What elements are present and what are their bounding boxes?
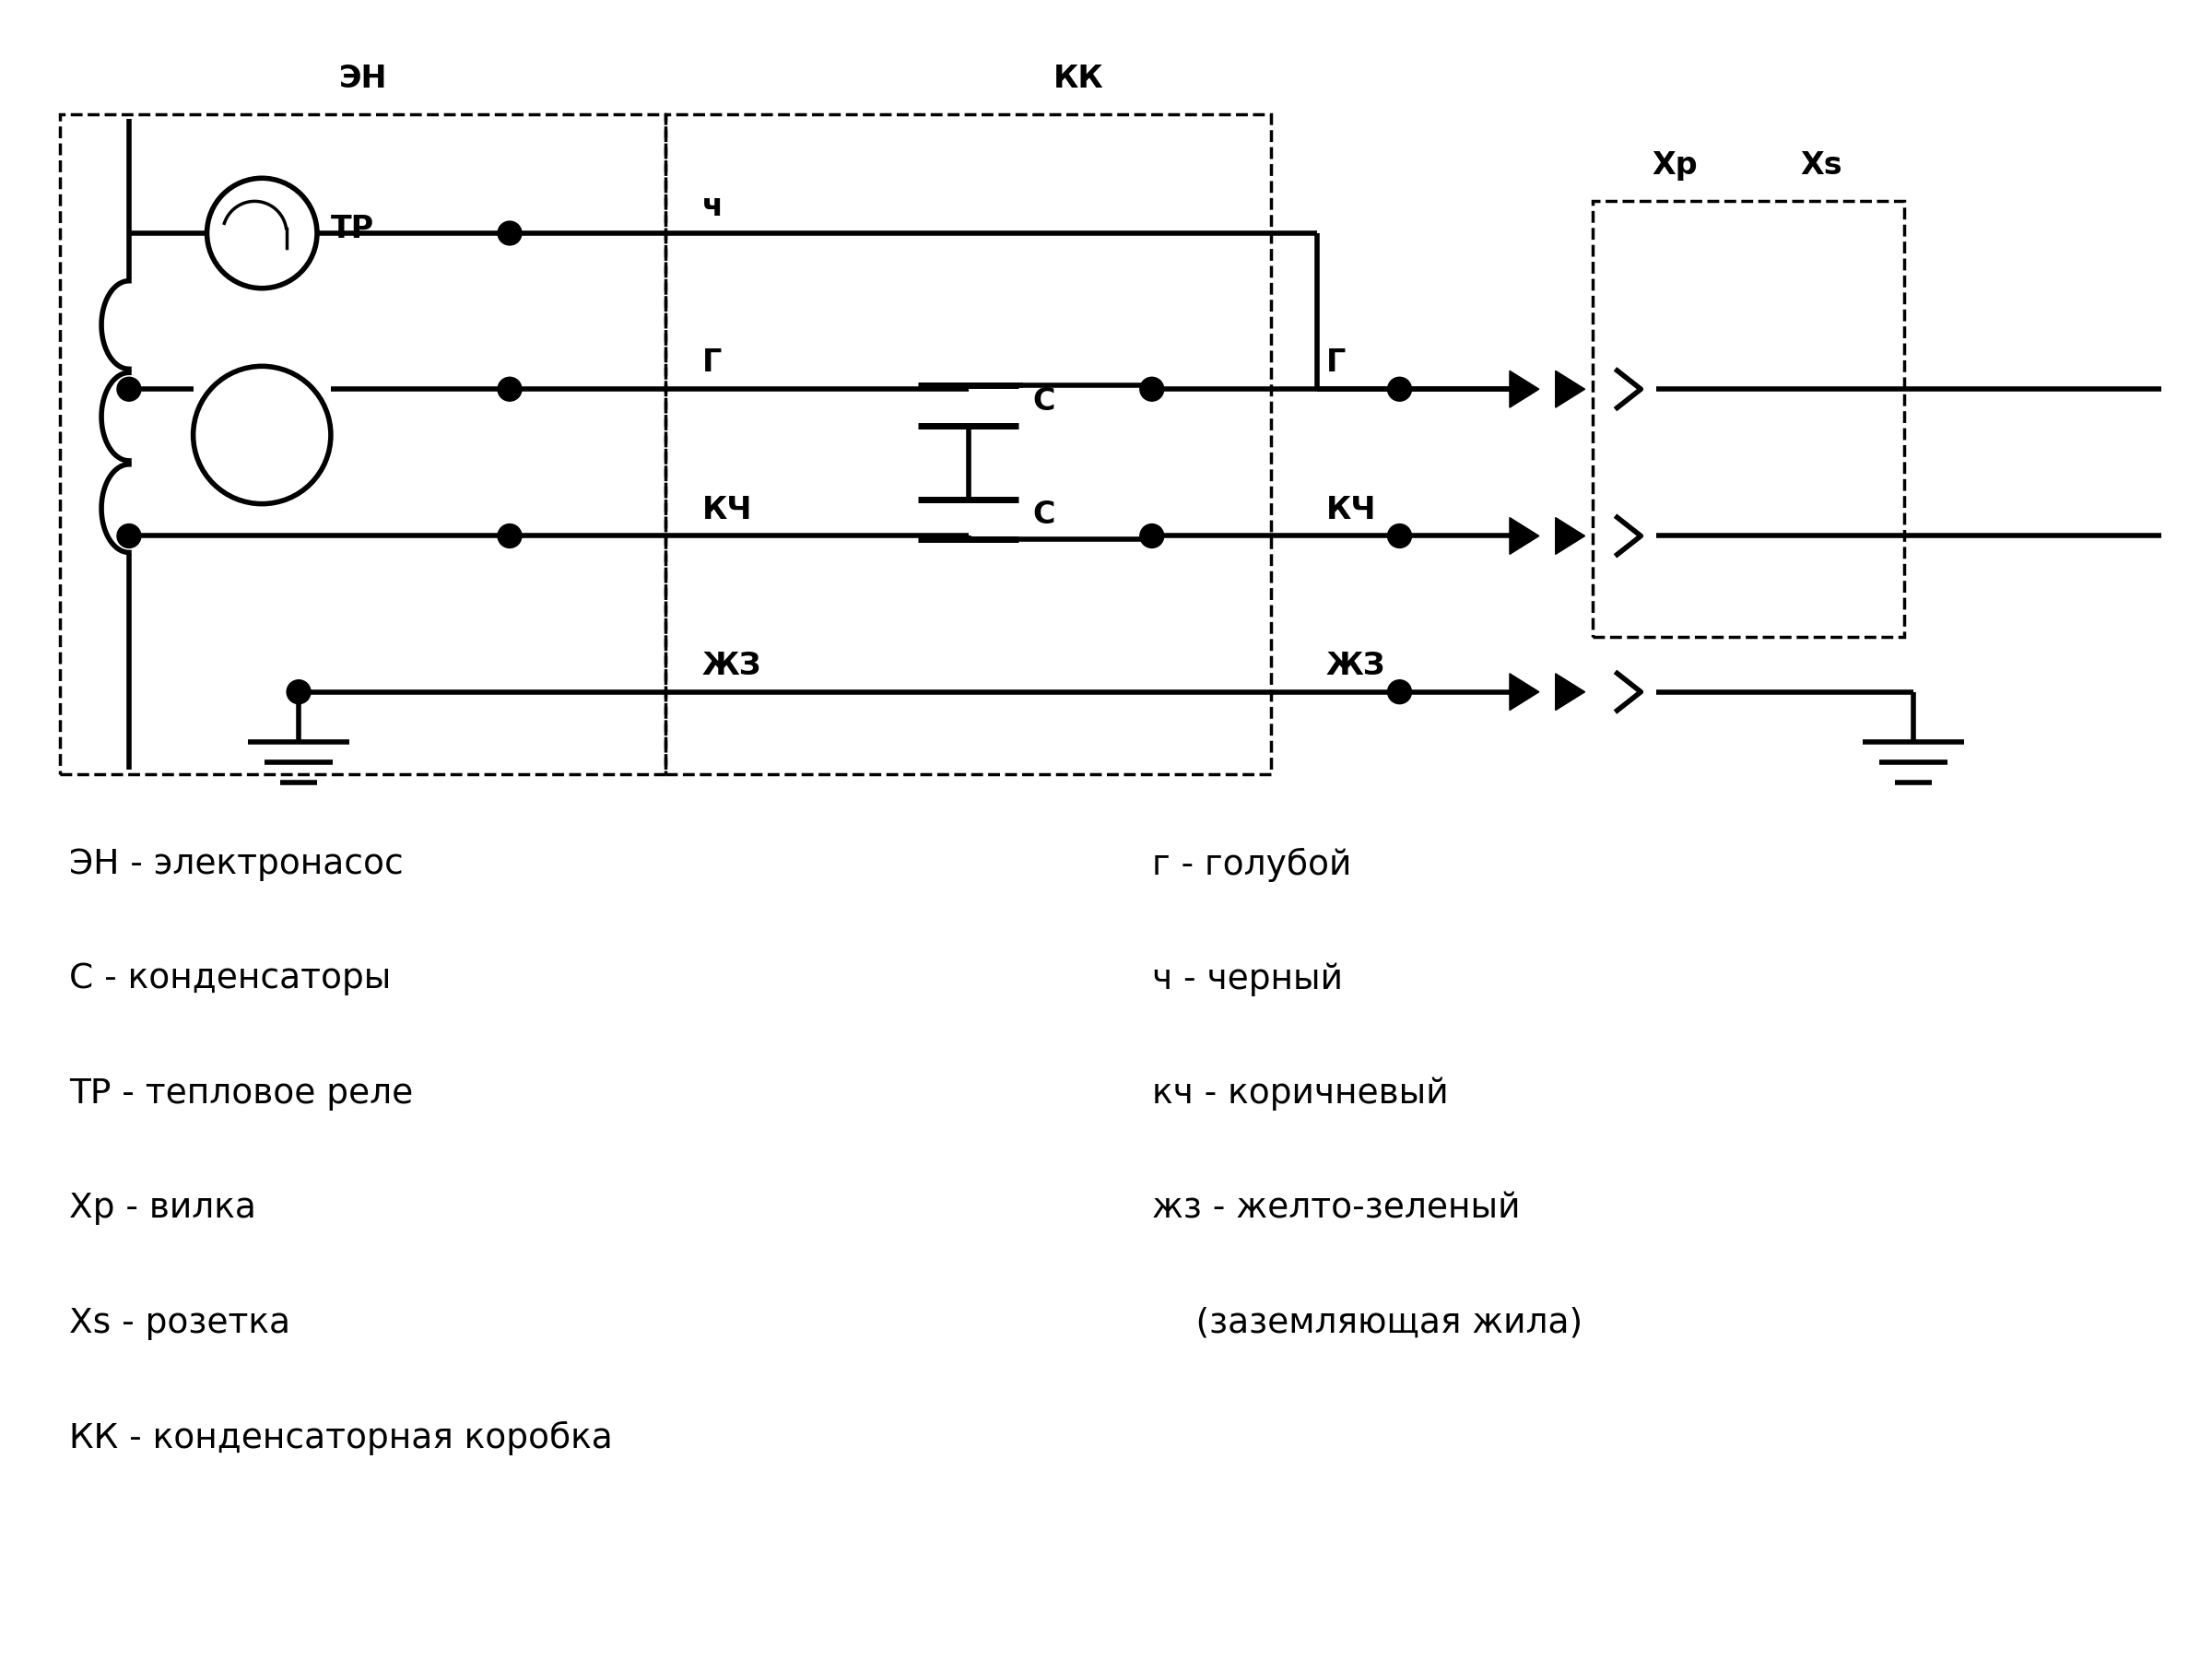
Bar bbox=[60, 114, 666, 775]
Circle shape bbox=[117, 377, 142, 401]
Polygon shape bbox=[1509, 518, 1540, 554]
Text: ч: ч bbox=[703, 192, 723, 222]
Text: Г: Г bbox=[1327, 348, 1345, 378]
Circle shape bbox=[288, 680, 310, 703]
Circle shape bbox=[117, 524, 142, 547]
Polygon shape bbox=[1509, 372, 1540, 408]
Text: кч - коричневый: кч - коричневый bbox=[1152, 1077, 1449, 1112]
Polygon shape bbox=[1555, 674, 1584, 710]
Text: жз - желто-зеленый: жз - желто-зеленый bbox=[1152, 1191, 1520, 1224]
Text: C: C bbox=[1033, 499, 1055, 529]
Polygon shape bbox=[1555, 372, 1584, 408]
Text: ТР - тепловое реле: ТР - тепловое реле bbox=[69, 1077, 414, 1110]
Text: C: C bbox=[1033, 387, 1055, 416]
Text: ТР: ТР bbox=[332, 214, 374, 244]
Text: КК: КК bbox=[1053, 63, 1104, 95]
Text: ЭН: ЭН bbox=[338, 63, 387, 95]
Circle shape bbox=[498, 221, 522, 246]
Circle shape bbox=[498, 377, 522, 401]
Text: Г: Г bbox=[703, 348, 721, 378]
Text: Xp: Xp bbox=[1652, 151, 1697, 181]
Polygon shape bbox=[1555, 518, 1584, 554]
Circle shape bbox=[1139, 377, 1164, 401]
Circle shape bbox=[498, 524, 522, 547]
Text: ЖЗ: ЖЗ bbox=[703, 650, 761, 680]
Circle shape bbox=[1387, 680, 1411, 703]
Text: Xs - розетка: Xs - розетка bbox=[69, 1307, 290, 1340]
Circle shape bbox=[1387, 524, 1411, 547]
Polygon shape bbox=[1509, 674, 1540, 710]
Bar bbox=[1593, 201, 1905, 637]
Text: ч - черный: ч - черный bbox=[1152, 962, 1343, 995]
Bar bbox=[666, 114, 1272, 775]
Text: С - конденсаторы: С - конденсаторы bbox=[69, 962, 392, 995]
Text: ЖЗ: ЖЗ bbox=[1327, 650, 1385, 680]
Circle shape bbox=[1387, 377, 1411, 401]
Text: КЧ: КЧ bbox=[1327, 494, 1376, 524]
Text: КЧ: КЧ bbox=[703, 494, 752, 524]
Text: Xp - вилка: Xp - вилка bbox=[69, 1191, 257, 1224]
Text: КК - конденсаторная коробка: КК - конденсаторная коробка bbox=[69, 1422, 613, 1455]
Circle shape bbox=[1139, 524, 1164, 547]
Text: (заземляющая жила): (заземляющая жила) bbox=[1152, 1307, 1582, 1340]
Text: Xs: Xs bbox=[1801, 151, 1843, 181]
Text: г - голубой: г - голубой bbox=[1152, 848, 1352, 883]
Text: ЭН - электронасос: ЭН - электронасос bbox=[69, 848, 403, 881]
